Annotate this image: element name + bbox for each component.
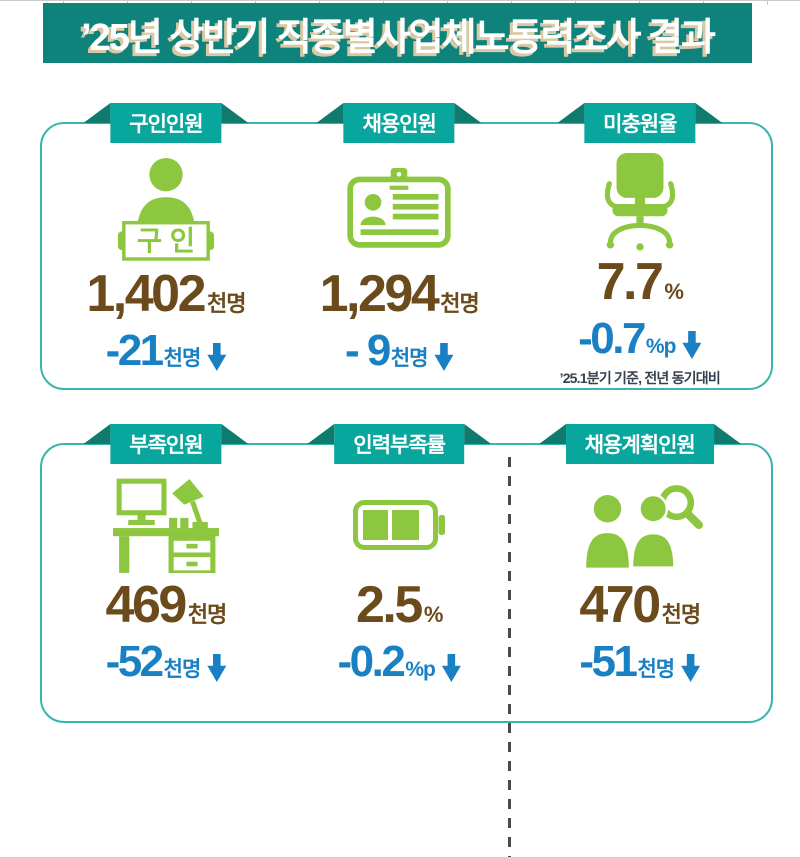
dashed-divider — [507, 457, 511, 857]
change-unit: %p — [645, 335, 676, 358]
indicator-card-hires: 채용인원 1,294 천명 - 9 천명 — [290, 103, 509, 388]
badge-label: 미충원율 — [603, 113, 677, 136]
change-unit: 천명 — [163, 347, 202, 370]
indicator-card-shortage: 부족인원 469 천명 — [42, 424, 290, 721]
battery-icon — [353, 500, 446, 550]
id-card-icon — [347, 168, 451, 248]
change-value: -52 — [105, 637, 165, 686]
spreadsheet-gridline-remnant — [0, 0, 800, 5]
down-arrow-icon — [207, 654, 227, 682]
badge-label: 채용계획인원 — [584, 434, 696, 457]
office-chair-icon — [604, 153, 675, 251]
panel-demand-hiring: 구인인원 구 인 1,402 천명 -21 천명 채용인원 — [40, 103, 773, 390]
value-unit: 천명 — [661, 602, 701, 627]
down-arrow-icon — [434, 343, 454, 371]
badge-label: 인력부족률 — [353, 434, 446, 457]
value-unit: % — [664, 279, 684, 304]
value: 470 — [579, 576, 661, 634]
indicator-card-shortage-rate: 인력부족률 2.5 % -0.2 %p — [290, 424, 509, 721]
value: 7.7 — [596, 253, 664, 311]
change-value: -0.7 — [578, 314, 646, 363]
indicator-card-unfilled-rate: 미충원율 7.7 % -0.7 %p ’25.1분기 — [509, 103, 771, 388]
person-holding-sign-icon: 구 인 — [117, 157, 214, 261]
change-value: - 9 — [344, 326, 391, 375]
value-unit: 천명 — [207, 291, 246, 316]
value-unit: 천명 — [440, 291, 479, 316]
badge-shortage-rate: 인력부족률 — [307, 424, 491, 464]
reference-note: ’25.1분기 기준, 전년 동기대비 — [559, 370, 721, 386]
badge-planned-hires: 채용계획인원 — [538, 424, 741, 464]
panel-shortage-plan: 부족인원 469 천명 — [40, 424, 773, 857]
badge-label: 구인인원 — [129, 113, 203, 136]
change-value: -21 — [105, 326, 165, 375]
badge-shortage: 부족인원 — [83, 424, 249, 464]
people-search-icon — [585, 485, 703, 568]
value: 1,402 — [86, 265, 206, 323]
badge-label: 부족인원 — [129, 434, 203, 457]
value: 469 — [105, 576, 188, 634]
change-unit: 천명 — [390, 347, 429, 370]
value: 1,294 — [319, 265, 440, 323]
value-unit: 천명 — [187, 602, 227, 627]
down-arrow-icon — [682, 331, 702, 359]
sign-text: 구 인 — [137, 225, 195, 256]
change-value: -51 — [579, 637, 638, 686]
indicator-card-job-openings: 구인인원 구 인 1,402 천명 -21 천명 — [42, 103, 290, 388]
down-arrow-icon — [207, 343, 227, 371]
down-arrow-icon — [681, 654, 701, 682]
value: 2.5 — [356, 576, 423, 634]
title-banner: ’25년 상반기 직종별사업체노동력조사 결과 — [43, 3, 752, 63]
page-title: ’25년 상반기 직종별사업체노동력조사 결과 — [81, 16, 716, 59]
change-value: -0.2 — [337, 637, 406, 686]
badge-job-openings: 구인인원 — [83, 103, 249, 143]
value-unit: % — [423, 602, 444, 627]
badge-unfilled-rate: 미충원율 — [557, 103, 723, 143]
badge-label: 채용인원 — [362, 113, 437, 136]
badge-hires: 채용인원 — [316, 103, 483, 143]
desk-icon — [112, 478, 219, 573]
indicator-card-planned-hires: 채용계획인원 470 천명 -51 천명 — [507, 424, 771, 857]
down-arrow-icon — [441, 654, 461, 682]
